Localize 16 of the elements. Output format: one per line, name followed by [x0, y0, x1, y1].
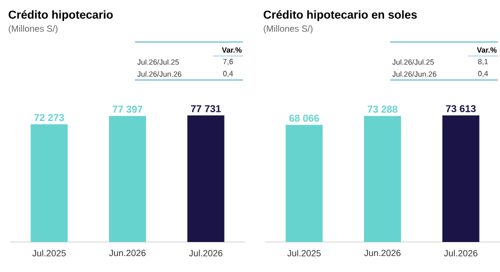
chart-subtitle: (Millones S/): [8, 25, 58, 34]
data-label: 68 066: [289, 114, 320, 122]
data-label: 73 613: [446, 105, 476, 112]
x-tick-label: Jul.2026: [444, 250, 478, 256]
chart-title: Crédito hipotecario: [8, 10, 113, 21]
x-tick-label: Jun.2026: [109, 250, 146, 256]
x-tick-label: Jun.2026: [364, 250, 401, 256]
data-label: 77 397: [112, 106, 142, 113]
data-label: 77 731: [191, 105, 221, 112]
data-label: 73 288: [368, 106, 398, 113]
chart-subtitle: (Millones S/): [264, 25, 312, 34]
x-tick-label: Jul.2026: [189, 250, 222, 256]
x-tick-label: Jul.2025: [287, 250, 321, 256]
chart-title: Crédito hipotecario en soles: [264, 10, 417, 21]
x-tick-label: Jul.2025: [32, 250, 66, 256]
data-label: 72 273: [34, 114, 64, 122]
